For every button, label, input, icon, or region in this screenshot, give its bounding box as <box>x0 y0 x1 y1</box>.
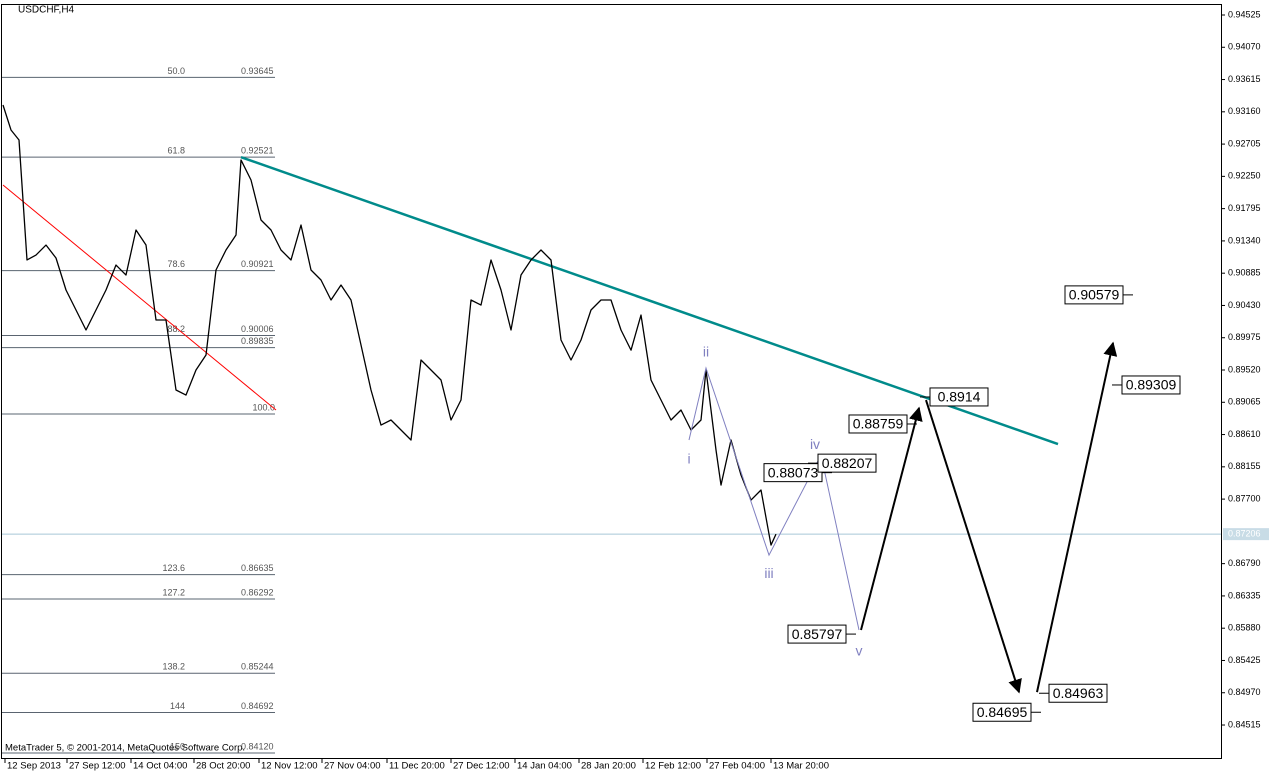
fib-level-label: 144 <box>170 701 185 711</box>
y-tick-label: 0.91340 <box>1228 235 1261 245</box>
current-price-label: 0.87206 <box>1228 529 1261 539</box>
y-tick-label: 0.88610 <box>1228 429 1261 439</box>
fib-level-label: 100.0 <box>252 402 275 412</box>
x-tick-label: 27 Feb 04:00 <box>709 761 765 772</box>
x-tick-label: 12 Sep 2013 <box>7 761 61 772</box>
price-label-box <box>1064 285 1124 305</box>
price-line <box>2 104 777 546</box>
y-tick-label: 0.84970 <box>1228 687 1261 697</box>
wave-label: iii <box>764 565 773 581</box>
wave-label: ii <box>703 344 709 360</box>
x-tick-label: 27 Sep 12:00 <box>69 761 126 772</box>
price-label-box <box>848 414 908 434</box>
fib-level-label: 123.6 <box>162 563 185 573</box>
fib-price-label: 0.85244 <box>241 662 274 672</box>
fib-price-label: 0.90921 <box>241 259 274 269</box>
projection-arrow <box>925 399 1022 694</box>
price-label: 0.85797 <box>792 626 843 642</box>
y-tick-label: 0.87700 <box>1228 493 1261 503</box>
fib-level-label: 150 <box>170 741 185 751</box>
trendline <box>240 155 1059 446</box>
fib-level-label: 50.0 <box>167 66 185 76</box>
y-tick-label: 0.92250 <box>1228 171 1261 181</box>
y-tick-label: 0.89520 <box>1228 364 1261 374</box>
fib-level-label: 127.2 <box>162 587 185 597</box>
fib-price-label: 0.90006 <box>241 324 274 334</box>
x-tick-label: 14 Oct 04:00 <box>133 761 187 772</box>
price-label: 0.89309 <box>1126 377 1177 393</box>
x-tick-label: 13 Mar 20:00 <box>773 761 829 772</box>
wave-path <box>688 366 860 631</box>
fib-price-label: 0.84120 <box>241 741 274 751</box>
x-tick-label: 28 Jan 20:00 <box>581 761 636 772</box>
x-tick-label: 12 Feb 12:00 <box>645 761 701 772</box>
y-tick-label: 0.89975 <box>1228 332 1261 342</box>
trendline <box>2 184 277 411</box>
price-label: 0.84963 <box>1053 685 1104 701</box>
fib-level-label: 88.2 <box>167 324 185 334</box>
x-tick-label: 12 Nov 12:00 <box>261 761 318 772</box>
fib-price-label: 0.92521 <box>241 146 274 156</box>
price-label-box <box>1048 683 1108 703</box>
wave-label: iv <box>810 436 820 452</box>
fib-price-label: 0.93645 <box>241 66 274 76</box>
y-tick-label: 0.86335 <box>1228 590 1261 600</box>
chart-title: USDCHF,H4 <box>18 5 75 16</box>
y-tick-label: 0.93615 <box>1228 74 1261 84</box>
price-label: 0.88073 <box>768 464 819 480</box>
y-tick-label: 0.91795 <box>1228 203 1261 213</box>
wave-label: i <box>687 451 690 467</box>
x-tick-label: 14 Jan 04:00 <box>517 761 572 772</box>
current-price-box <box>1223 528 1269 541</box>
y-tick-label: 0.86790 <box>1228 558 1261 568</box>
y-tick-label: 0.92705 <box>1228 138 1261 148</box>
x-tick-label: 11 Dec 20:00 <box>389 761 445 772</box>
y-tick-label: 0.90885 <box>1228 268 1261 278</box>
price-label: 0.8914 <box>938 389 981 405</box>
y-tick-label: 0.89065 <box>1228 397 1261 407</box>
fib-level-label: 138.2 <box>162 662 185 672</box>
price-label-box <box>1121 375 1181 395</box>
x-tick-label: 27 Nov 04:00 <box>324 761 381 772</box>
price-label-box <box>972 702 1032 722</box>
price-label-box <box>929 387 989 407</box>
price-label-box <box>817 453 877 473</box>
footer: MetaTrader 5, © 2001-2014, MetaQuotes So… <box>5 743 245 754</box>
y-tick-label: 0.84515 <box>1228 719 1261 729</box>
projection-arrow <box>1036 341 1118 693</box>
y-tick-label: 0.94525 <box>1228 9 1261 19</box>
price-label: 0.88207 <box>822 455 873 471</box>
y-tick-label: 0.88155 <box>1228 461 1261 471</box>
projection-arrow <box>860 406 923 631</box>
price-label: 0.90579 <box>1069 287 1120 303</box>
x-tick-label: 27 Dec 12:00 <box>453 761 510 772</box>
price-label: 0.84695 <box>977 704 1028 720</box>
fib-level-label: 61.8 <box>167 146 185 156</box>
fib-price-label: 0.86292 <box>241 587 274 597</box>
price-label: 0.88759 <box>853 416 904 432</box>
x-tick-label: 28 Oct 20:00 <box>196 761 250 772</box>
wave-label: v <box>856 643 863 659</box>
plot-frame <box>1 4 1222 759</box>
price-label-box <box>787 624 847 644</box>
fib-price-label: 0.86635 <box>241 563 274 573</box>
y-tick-label: 0.85425 <box>1228 655 1261 665</box>
fib-price-label: 0.84692 <box>241 701 274 711</box>
y-tick-label: 0.90430 <box>1228 300 1261 310</box>
y-tick-label: 0.85880 <box>1228 623 1261 633</box>
y-tick-label: 0.93160 <box>1228 106 1261 116</box>
y-tick-label: 0.94070 <box>1228 42 1261 52</box>
fib-level-label: 78.6 <box>167 259 185 269</box>
fib-price-label: 0.89835 <box>241 336 274 346</box>
price-label-box <box>763 463 823 483</box>
